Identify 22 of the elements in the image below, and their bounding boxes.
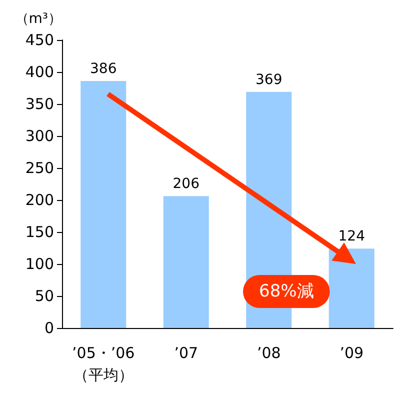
data-label: 369 [256,72,282,88]
x-tick-label: ’07 [174,344,198,362]
y-tick-label: 0 [44,319,54,337]
x-tick-label: ’08 [256,344,281,362]
annotation: 68%減 [259,282,314,302]
y-tick-label: 350 [25,95,54,113]
y-tick-label: 150 [25,223,54,241]
x-tick-label: ’09 [340,344,364,362]
data-label: 206 [172,176,200,192]
y-tick-label: 50 [34,287,54,305]
bar [163,196,209,328]
y-tick-label: 400 [25,63,54,81]
data-label: 386 [90,60,117,77]
y-tick-label: 100 [25,255,54,273]
y-tick-label: 450 [25,31,54,49]
y-axis-title: （m³） [14,11,62,27]
y-tick-label: 200 [25,191,54,209]
y-tick-label: 250 [25,159,54,177]
y-tick-label: 300 [25,127,54,145]
bar [80,80,126,328]
x-tick-label: ’05・’06 （平均） [72,344,135,384]
data-label: 124 [338,228,366,245]
